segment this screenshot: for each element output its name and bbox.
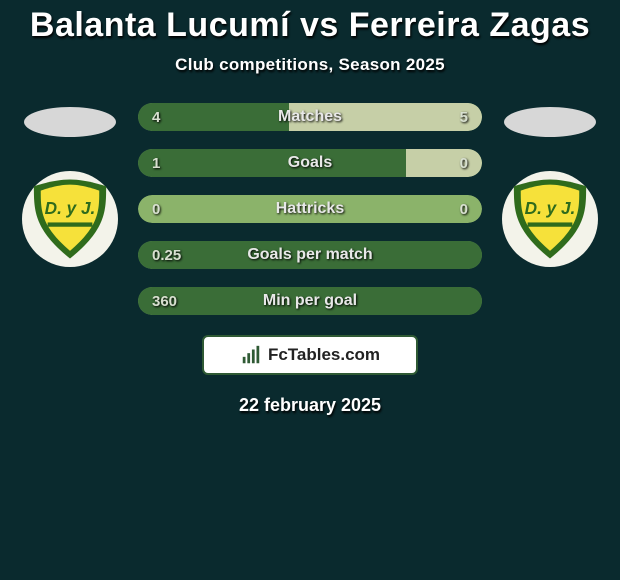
- stat-label: Matches: [138, 103, 482, 131]
- content-root: Balanta Lucumí vs Ferreira Zagas Club co…: [0, 0, 620, 580]
- left-player-ellipse: [24, 107, 116, 137]
- shield-icon: D. y J.: [27, 176, 113, 262]
- stat-left-value: 1: [152, 149, 160, 177]
- stat-left-value: 0.25: [152, 241, 181, 269]
- date-label: 22 february 2025: [239, 395, 381, 416]
- stat-left-value: 4: [152, 103, 160, 131]
- svg-text:D. y J.: D. y J.: [45, 198, 96, 218]
- stat-bar: Hattricks0 0: [138, 195, 482, 223]
- stat-bar: Goals per match0.25: [138, 241, 482, 269]
- right-club-badge: D. y J.: [502, 171, 598, 267]
- stat-label: Hattricks: [138, 195, 482, 223]
- stat-label: Goals per match: [138, 241, 482, 269]
- page-title: Balanta Lucumí vs Ferreira Zagas: [30, 6, 590, 45]
- branding-box: FcTables.com: [202, 335, 418, 375]
- chart-bars-icon: [240, 344, 262, 366]
- stat-bar: Matches4 5: [138, 103, 482, 131]
- page-subtitle: Club competitions, Season 2025: [175, 55, 445, 75]
- stat-bar: Goals1 0: [138, 149, 482, 177]
- stat-right-value: 5: [460, 103, 468, 131]
- stat-label: Goals: [138, 149, 482, 177]
- right-player-ellipse: [504, 107, 596, 137]
- svg-text:D. y J.: D. y J.: [525, 198, 576, 218]
- branding-text: FcTables.com: [268, 345, 380, 365]
- left-player-column: D. y J.: [10, 103, 130, 267]
- stat-bars: Matches45Goals10Hattricks00Goals per mat…: [138, 103, 482, 315]
- stat-label: Min per goal: [138, 287, 482, 315]
- stat-left-value: 0: [152, 195, 160, 223]
- shield-icon: D. y J.: [507, 176, 593, 262]
- stat-bar: Min per goal360: [138, 287, 482, 315]
- stat-left-value: 360: [152, 287, 177, 315]
- stat-right-value: 0: [460, 149, 468, 177]
- right-player-column: D. y J.: [490, 103, 610, 267]
- stat-right-value: 0: [460, 195, 468, 223]
- left-club-badge: D. y J.: [22, 171, 118, 267]
- comparison-row: D. y J. Matches45Goals10Hattricks00Goals…: [0, 103, 620, 315]
